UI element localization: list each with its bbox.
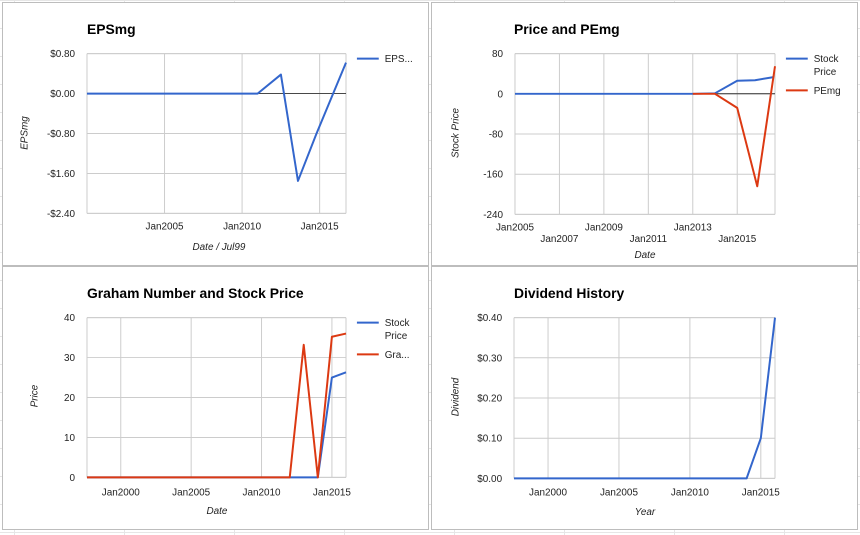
x-tick-label: Jan2009 <box>585 222 624 233</box>
x-axis-label: Date <box>635 250 656 261</box>
y-tick-label: 40 <box>64 313 76 324</box>
legend-label: Stock <box>814 54 839 65</box>
x-tick-label: Jan2005 <box>496 222 535 233</box>
y-tick-label: $0.40 <box>477 313 502 324</box>
legend-label: Price <box>814 67 837 78</box>
y-tick-label: $0.00 <box>477 474 502 485</box>
x-axis-label: Year <box>635 507 656 518</box>
chart-dividend-history-svg: Dividend History Year Dividend $0.40 $0.3… <box>450 285 781 518</box>
y-tick-label: 80 <box>492 49 504 60</box>
chart-graham-number-and-stock-price: Graham Number and Stock Price Date Price… <box>2 266 429 530</box>
series-line <box>692 66 776 188</box>
y-tick-label: $0.10 <box>477 434 502 445</box>
x-tick-label: Jan2005 <box>146 221 185 232</box>
series-line <box>86 332 347 479</box>
x-tick-label: Jan2010 <box>223 221 262 232</box>
x-tick-label: Jan2005 <box>172 487 211 498</box>
legend-label: PEmg <box>814 86 841 97</box>
chart-title: EPSmg <box>87 21 136 37</box>
y-axis-label: Dividend <box>450 377 461 416</box>
y-tick-label: 20 <box>64 393 76 404</box>
y-axis-label: Price <box>29 384 40 407</box>
series-line <box>513 317 776 480</box>
y-tick-label: 0 <box>498 89 504 100</box>
y-axis-label: EPSmg <box>19 116 30 150</box>
y-tick-label: $0.00 <box>50 89 75 100</box>
chart-title: Graham Number and Stock Price <box>87 285 304 301</box>
chart-epsmg-svg: EPSmg Date / Jul99 EPSmg $0.80 $0.00 -$0.8… <box>19 21 413 253</box>
x-tick-label: Jan2000 <box>102 487 141 498</box>
y-tick-label: 0 <box>70 473 76 484</box>
x-tick-label: Jan2015 <box>718 234 757 245</box>
legend-label: EPS... <box>385 54 413 65</box>
chart-epsmg: EPSmg Date / Jul99 EPSmg $0.80 $0.00 -$0.8… <box>2 2 429 266</box>
chart-price-and-pemg: Price and PEmg Date Stock Price 80 0 -80 -1… <box>431 2 858 266</box>
series-line <box>86 62 347 182</box>
x-axis-label: Date / Jul99 <box>193 242 246 253</box>
y-tick-label: $0.30 <box>477 353 502 364</box>
x-tick-label: Jan2000 <box>529 487 568 498</box>
x-tick-label: Jan2005 <box>600 487 639 498</box>
x-tick-label: Jan2010 <box>671 487 710 498</box>
y-tick-label: $0.80 <box>50 49 75 60</box>
y-tick-label: $0.20 <box>477 393 502 404</box>
y-axis-label: Stock Price <box>450 107 461 158</box>
legend-label: Gra... <box>385 350 410 361</box>
x-tick-label: Jan2010 <box>243 487 282 498</box>
y-tick-label: 10 <box>64 433 76 444</box>
y-tick-label: -$0.80 <box>47 129 76 140</box>
y-tick-label: -240 <box>483 210 503 221</box>
legend-label: Price <box>385 331 408 342</box>
chart-graham-number-svg: Graham Number and Stock Price Date Price… <box>29 285 410 517</box>
legend-label: Stock <box>385 318 410 329</box>
y-tick-label: 30 <box>64 353 76 364</box>
chart-dividend-history: Dividend History Year Dividend $0.40 $0.3… <box>431 266 858 530</box>
y-tick-label: -$1.60 <box>47 169 76 180</box>
y-tick-label: -80 <box>489 129 504 140</box>
x-tick-label: Jan2015 <box>742 487 781 498</box>
y-tick-label: -$2.40 <box>47 209 76 220</box>
x-tick-label: Jan2011 <box>630 234 668 245</box>
series-line <box>86 371 347 479</box>
x-axis-label: Date <box>207 506 228 517</box>
chart-price-and-pemg-svg: Price and PEmg Date Stock Price 80 0 -80 -1… <box>450 21 841 261</box>
x-tick-label: Jan2007 <box>540 234 579 245</box>
y-tick-label: -160 <box>483 170 503 181</box>
chart-title: Price and PEmg <box>514 21 620 37</box>
chart-title: Dividend History <box>514 285 625 301</box>
x-tick-label: Jan2013 <box>674 222 713 233</box>
series-line <box>514 76 773 95</box>
x-tick-label: Jan2015 <box>301 221 340 232</box>
x-tick-label: Jan2015 <box>313 487 352 498</box>
